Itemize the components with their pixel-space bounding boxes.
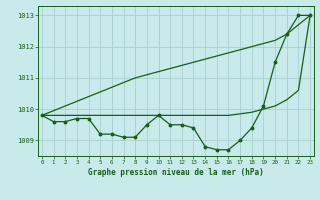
X-axis label: Graphe pression niveau de la mer (hPa): Graphe pression niveau de la mer (hPa) xyxy=(88,168,264,177)
